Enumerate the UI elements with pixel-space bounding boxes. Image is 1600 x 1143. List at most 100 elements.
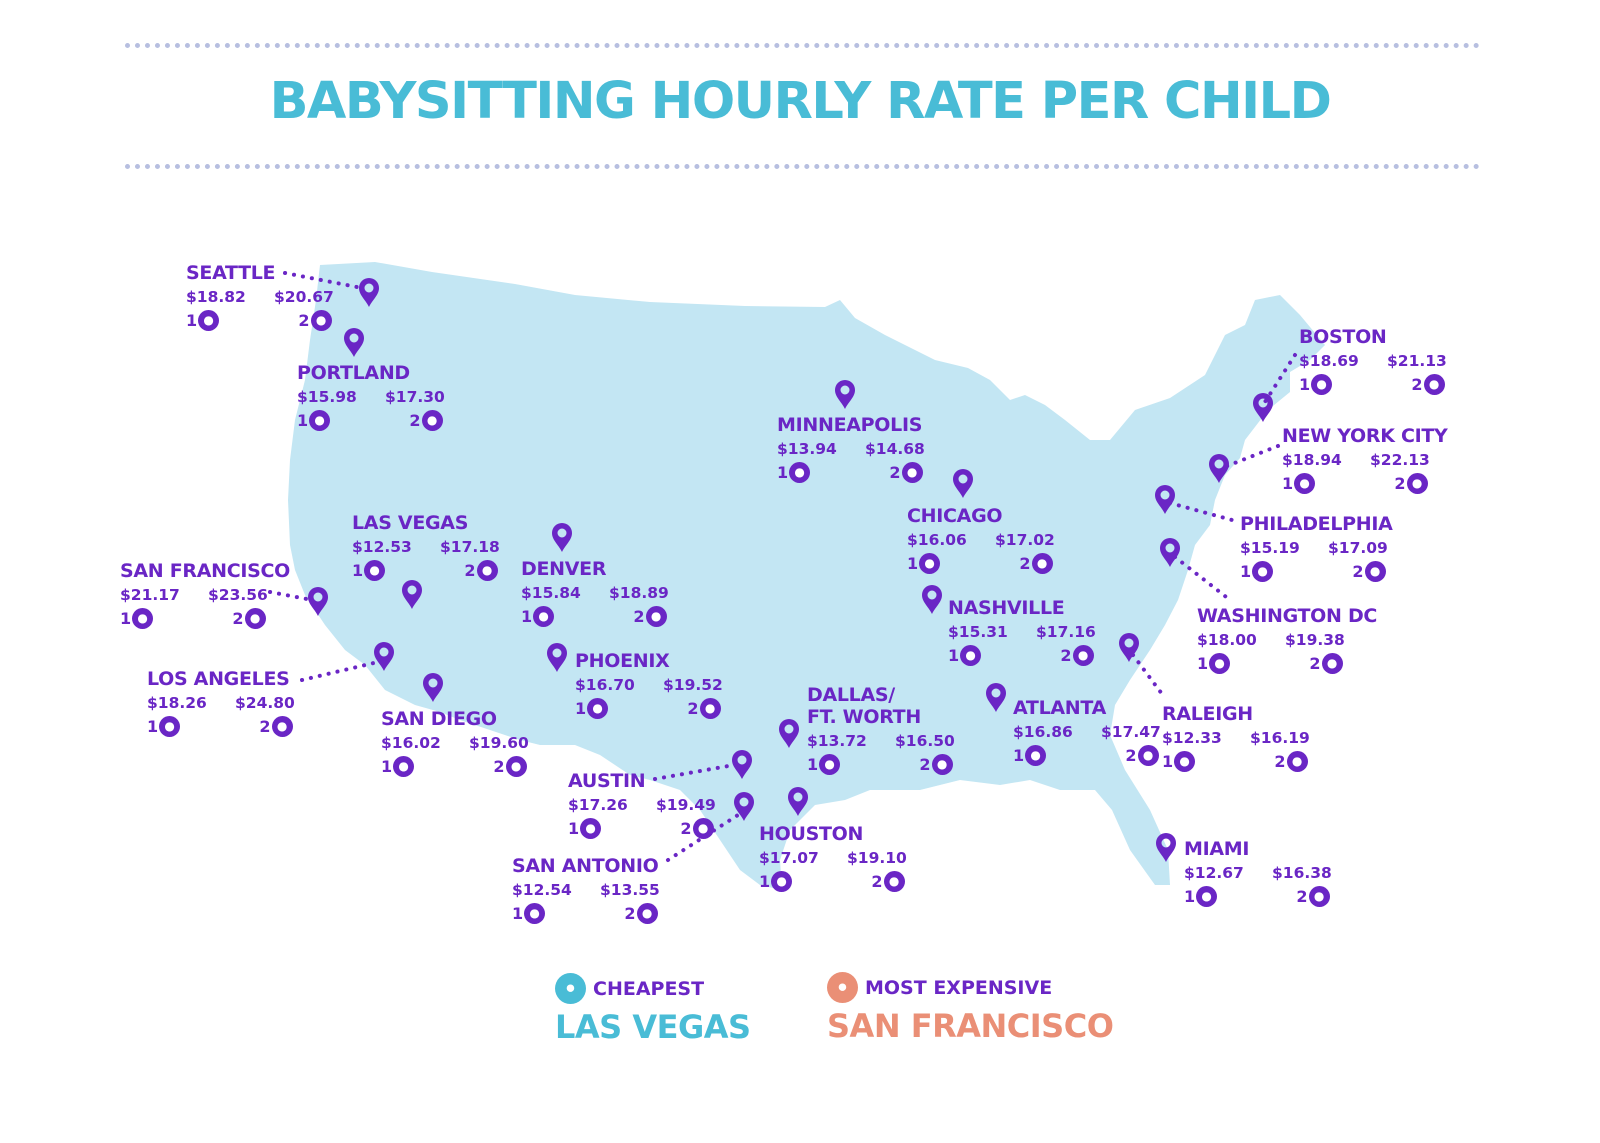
- price-one-child: $12.54: [512, 881, 572, 899]
- city-new-york-city[interactable]: NEW YORK CITY $18.94 $22.13 1 ● 2 ●: [1282, 425, 1452, 494]
- city-houston[interactable]: HOUSTON $17.07 $19.10 1 ● 2 ●: [759, 823, 929, 892]
- one-child-number: 1: [1197, 654, 1209, 673]
- two-children-number: 2: [633, 607, 645, 626]
- city-phoenix[interactable]: PHOENIX $16.70 $19.52 1 ● 2 ●: [575, 650, 745, 719]
- one-child-number: 1: [1013, 746, 1025, 765]
- city-nashville[interactable]: NASHVILLE $15.31 $17.16 1 ● 2 ●: [948, 597, 1118, 666]
- city-name: ATLANTA: [1013, 697, 1106, 719]
- price-one-child: $13.72: [807, 732, 867, 750]
- map-pin-icon: [402, 580, 422, 609]
- price-one-child: $18.94: [1282, 451, 1342, 469]
- map-pin-icon: [1155, 485, 1175, 514]
- washington-leader: [1173, 555, 1232, 602]
- price-one-child: $13.94: [777, 440, 837, 458]
- city-washington-dc[interactable]: WASHINGTON DC $18.00 $19.38 1 ● 2 ●: [1197, 605, 1377, 674]
- map-pin-icon: [1253, 393, 1273, 422]
- city-minneapolis[interactable]: MINNEAPOLIS $13.94 $14.68 1 ● 2 ●: [777, 414, 947, 483]
- stroller-icon: ●: [1423, 374, 1445, 395]
- price-two-children: $17.30: [385, 388, 445, 406]
- stroller-icon: ●: [159, 716, 181, 737]
- one-child-number: 1: [907, 554, 919, 573]
- stroller-icon: ●: [1311, 374, 1333, 395]
- legend-expensive-label: MOST EXPENSIVE: [865, 976, 1053, 999]
- stroller-icon: ●: [1196, 886, 1218, 907]
- city-philadelphia[interactable]: PHILADELPHIA $15.19 $17.09 1 ● 2 ●: [1240, 513, 1410, 582]
- city-austin[interactable]: AUSTIN $17.26 $19.49 1 ● 2 ●: [568, 770, 738, 839]
- price-one-child: $15.31: [948, 623, 1008, 641]
- one-child-number: 1: [777, 463, 789, 482]
- city-miami[interactable]: MIAMI $12.67 $16.38 1 ● 2 ●: [1184, 838, 1354, 907]
- map-pin-icon: [374, 642, 394, 671]
- one-child-count: 1 ●: [1184, 886, 1266, 907]
- stroller-icon: ●: [1025, 745, 1047, 766]
- price-two-children: $14.68: [865, 440, 925, 458]
- price-one-child: $21.17: [120, 586, 180, 604]
- price-one-child: $17.07: [759, 849, 819, 867]
- city-raleigh[interactable]: RALEIGH $12.33 $16.19 1 ● 2 ●: [1162, 703, 1332, 772]
- one-child-count: 1 ●: [120, 608, 202, 629]
- two-children-count: 2 ●: [1250, 751, 1332, 772]
- price-one-child: $15.19: [1240, 539, 1300, 557]
- stroller-icon: ●: [919, 553, 941, 574]
- one-child-count: 1 ●: [147, 716, 229, 737]
- price-two-children: $19.60: [469, 734, 529, 752]
- city-portland[interactable]: PORTLAND $15.98 $17.30 1 ● 2 ●: [297, 362, 467, 431]
- city-san-antonio[interactable]: SAN ANTONIO $12.54 $13.55 1 ● 2 ●: [512, 855, 682, 924]
- two-children-count: 2 ●: [385, 410, 467, 431]
- two-children-count: 2 ●: [656, 818, 738, 839]
- map-pin-icon: [1156, 833, 1176, 862]
- stroller-icon: ●: [1174, 751, 1196, 772]
- two-children-number: 2: [624, 904, 636, 923]
- price-one-child: $12.33: [1162, 729, 1222, 747]
- stroller-icon: ●: [421, 410, 443, 431]
- city-los-angeles[interactable]: LOS ANGELES $18.26 $24.80 1 ● 2 ●: [147, 668, 317, 737]
- city-chicago[interactable]: CHICAGO $16.06 $17.02 1 ● 2 ●: [907, 505, 1077, 574]
- city-san-diego[interactable]: SAN DIEGO $16.02 $19.60 1 ● 2 ●: [381, 708, 551, 777]
- price-one-child: $15.84: [521, 584, 581, 602]
- one-child-number: 1: [381, 757, 393, 776]
- price-one-child: $17.26: [568, 796, 628, 814]
- city-name: PHILADELPHIA: [1240, 513, 1393, 535]
- stroller-icon: ●: [1252, 561, 1274, 582]
- stroller-icon: ●: [960, 645, 982, 666]
- two-children-number: 2: [1352, 562, 1364, 581]
- two-children-number: 2: [232, 609, 244, 628]
- two-children-number: 2: [889, 463, 901, 482]
- one-child-number: 1: [575, 699, 587, 718]
- stroller-icon: ●: [692, 818, 714, 839]
- one-child-number: 1: [147, 717, 159, 736]
- city-las-vegas[interactable]: LAS VEGAS $12.53 $17.18 1 ● 2 ●: [352, 512, 522, 581]
- city-atlanta[interactable]: ATLANTA $16.86 $17.47 1 ● 2 ●: [1013, 697, 1183, 766]
- legend-cheapest-city: LAS VEGAS: [555, 1008, 751, 1046]
- stroller-icon: ●: [393, 756, 415, 777]
- stroller-icon: ⚫: [555, 973, 586, 1004]
- one-child-count: 1 ●: [575, 698, 657, 719]
- price-two-children: $20.67: [274, 288, 334, 306]
- city-seattle[interactable]: SEATTLE $18.82 $20.67 1 ● 2 ●: [186, 262, 356, 331]
- city-denver[interactable]: DENVER $15.84 $18.89 1 ● 2 ●: [521, 558, 691, 627]
- one-child-count: 1 ●: [1162, 751, 1244, 772]
- one-child-number: 1: [186, 311, 198, 330]
- map-pin-icon: [359, 278, 379, 307]
- city-dallas[interactable]: DALLAS/FT. WORTH $13.72 $16.50 1 ● 2 ●: [807, 684, 977, 775]
- stroller-icon: ●: [505, 756, 527, 777]
- one-child-number: 1: [759, 872, 771, 891]
- two-children-number: 2: [680, 819, 692, 838]
- stroller-icon: ●: [645, 606, 667, 627]
- one-child-count: 1 ●: [1197, 653, 1279, 674]
- legend-cheapest-label: CHEAPEST: [593, 977, 705, 1000]
- city-name: DALLAS/FT. WORTH: [807, 684, 921, 728]
- two-children-count: 2 ●: [1328, 561, 1410, 582]
- map-pin-icon: [547, 643, 567, 672]
- stroller-icon: ●: [364, 560, 386, 581]
- city-name: MINNEAPOLIS: [777, 414, 923, 436]
- two-children-number: 2: [1274, 752, 1286, 771]
- stroller-icon: ●: [1209, 653, 1231, 674]
- map-pin-icon: [788, 787, 808, 816]
- city-san-francisco[interactable]: SAN FRANCISCO $21.17 $23.56 1 ● 2 ●: [120, 560, 290, 629]
- seattle-leader: [283, 271, 364, 290]
- map-pin-icon: [835, 380, 855, 409]
- one-child-count: 1 ●: [1013, 745, 1095, 766]
- city-boston[interactable]: BOSTON $18.69 $21.13 1 ● 2 ●: [1299, 326, 1469, 395]
